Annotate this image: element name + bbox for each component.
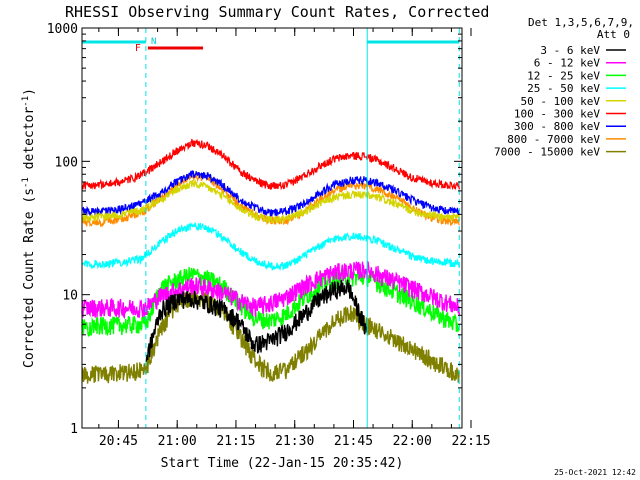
legend-label-100-300-kev: 100 - 300 keV (514, 108, 600, 121)
x-tick-label-2115: 21:15 (216, 434, 255, 449)
legend-header-line2: Att 0 (597, 28, 630, 41)
legend-label-6-12-kev: 6 - 12 keV (534, 57, 601, 70)
svg-text:Corrected Count Rate (s-1 dete: Corrected Count Rate (s-1 detector-1) (21, 88, 37, 368)
y-tick-label-100: 100 (55, 155, 78, 170)
y-axis-label-exp1: -1 (21, 177, 31, 188)
series-line-3-6-kev (145, 279, 368, 363)
series-line-7000-15000-kev (81, 287, 460, 384)
legend-label-7000-15000-kev: 7000 - 15000 keV (494, 146, 600, 159)
series-line-100-300-kev (81, 138, 460, 191)
chart-title: RHESSI Observing Summary Count Rates, Co… (65, 3, 489, 21)
flare-flag-label: F (135, 43, 141, 54)
legend-label-300-800-kev: 300 - 800 keV (514, 120, 600, 133)
legend-label-12-25-kev: 12 - 25 keV (527, 69, 600, 82)
legend-header-line1: Det 1,3,5,6,7,9, (528, 16, 634, 29)
legend-label-50-100-kev: 50 - 100 keV (521, 95, 601, 108)
plot-frame (81, 27, 463, 429)
y-tick-label-1: 1 (70, 422, 78, 437)
y-axis-label-end: ) (22, 88, 37, 96)
series-line-50-100-kev (81, 179, 460, 225)
y-axis-label: Corrected Count Rate (s-1 detector-1) (21, 88, 37, 368)
x-tick-label-2145: 21:45 (334, 434, 373, 449)
legend-label-3-6-kev: 3 - 6 keV (540, 44, 600, 57)
x-tick-label-2045: 20:45 (99, 434, 138, 449)
series-line-12-25-kev (81, 267, 460, 338)
legend-label-25-50-kev: 25 - 50 keV (527, 82, 600, 95)
series-line-6-12-kev (81, 260, 460, 320)
y-tick-label-10: 10 (62, 289, 78, 304)
y-tick-label-1000: 1000 (47, 22, 78, 37)
x-axis-label: Start Time (22-Jan-15 20:35:42) (161, 456, 404, 471)
y-axis-label-exp2: -1 (21, 96, 31, 107)
x-tick-label-2200: 22:00 (393, 434, 432, 449)
y-axis-label-mid: detector (22, 107, 37, 178)
legend-label-800-7000-kev: 800 - 7000 keV (507, 133, 600, 146)
series-line-300-800-kev (81, 170, 460, 218)
y-axis-label-main: Corrected Count Rate (s (22, 188, 37, 368)
x-tick-label-2215: 22:15 (451, 434, 490, 449)
x-tick-label-2100: 21:00 (158, 434, 197, 449)
timestamp: 25-Oct-2021 12:42 (554, 468, 636, 477)
series-line-25-50-kev (81, 222, 460, 271)
x-tick-label-2130: 21:30 (275, 434, 314, 449)
night-flag-label: N (151, 37, 156, 47)
